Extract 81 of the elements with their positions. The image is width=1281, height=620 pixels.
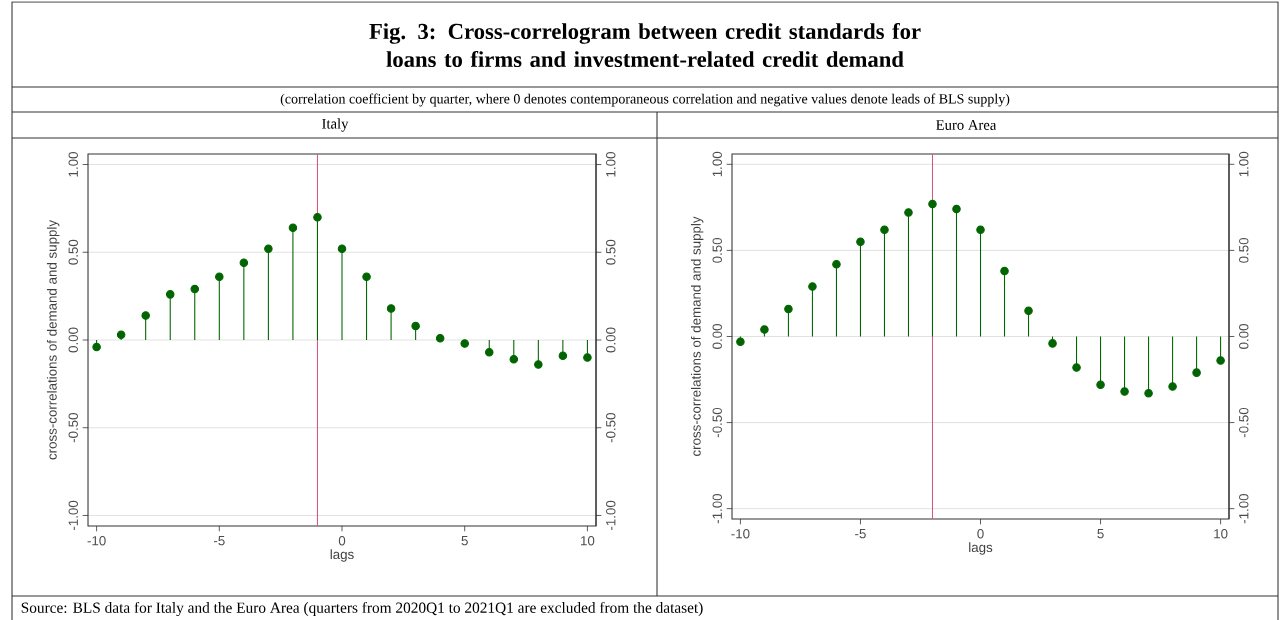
- chart-title: Euro Area: [936, 120, 997, 130]
- point: [760, 325, 769, 334]
- point: [832, 259, 841, 269]
- point: [856, 237, 865, 247]
- x-tick-label: 5: [1097, 529, 1104, 539]
- y-axis-title: cross-correlations of demand and supply: [690, 216, 704, 456]
- point: [1216, 356, 1225, 365]
- y2-tick-label: -0.50: [606, 413, 616, 443]
- y2-tick-label: 0.50: [606, 239, 616, 265]
- point: [313, 212, 322, 222]
- y2-tick-label: 1.00: [1239, 151, 1249, 177]
- point: [928, 199, 937, 209]
- point: [976, 225, 985, 235]
- point: [116, 330, 126, 339]
- point: [1144, 389, 1153, 398]
- x-tick-label: -10: [87, 536, 106, 546]
- text: (correlation coefficient by quarter, where 0 denotes contemporaneous correlation and negative values denote leads of BLS supply): [280, 93, 1010, 107]
- chart-title: Italy: [322, 118, 349, 132]
- x-tick-label: -5: [855, 529, 866, 539]
- y-tick-label: 0.00: [68, 327, 78, 353]
- point: [386, 304, 396, 313]
- point: [1048, 339, 1057, 348]
- point: [784, 304, 793, 314]
- y-tick-label: -1.00: [712, 493, 722, 524]
- point: [904, 208, 913, 217]
- point: [460, 339, 469, 348]
- point: [141, 311, 150, 320]
- point: [92, 342, 101, 352]
- point: [952, 204, 961, 214]
- source-note: Source: BLS data for Italy and the Euro Area (quarters from 2020Q1 to 2021Q1 are excluded from the dataset): [21, 601, 703, 617]
- y2-tick-label: 0.00: [606, 327, 616, 353]
- point: [808, 282, 817, 291]
- point: [1096, 380, 1105, 389]
- x-axis-title: lags: [330, 549, 354, 562]
- point: [1000, 266, 1009, 276]
- x-tick-label: 0: [977, 529, 984, 539]
- point: [337, 244, 347, 254]
- point: [1168, 382, 1177, 391]
- caption: Fig. 3: Cross-correlogram between credit standards for loans to firms and investment-related credit demand: [369, 22, 921, 68]
- x-tick-label: -10: [731, 529, 750, 539]
- point: [411, 321, 420, 331]
- point: [288, 223, 298, 232]
- y-axis-title: cross-correlations of demand and supply: [46, 219, 60, 460]
- x-tick-label: 0: [338, 536, 346, 546]
- x-tick-label: 5: [461, 536, 468, 546]
- point: [534, 360, 543, 369]
- point: [583, 353, 592, 362]
- point: [362, 272, 371, 282]
- y-tick-label: 0.00: [712, 324, 722, 349]
- y-tick-label: 0.50: [68, 239, 78, 265]
- y2-tick-label: 0.50: [1239, 237, 1249, 263]
- point: [509, 355, 519, 364]
- y-tick-label: 1.00: [68, 152, 78, 177]
- point: [190, 284, 200, 294]
- point: [880, 225, 889, 235]
- y-tick-label: 1.00: [712, 151, 722, 177]
- x-tick-label: 10: [1214, 529, 1228, 539]
- x-tick-label: 10: [581, 536, 595, 546]
- y-tick-label: -0.50: [712, 407, 722, 438]
- point: [239, 258, 249, 268]
- point: [1072, 363, 1081, 372]
- x-axis-title: lags: [969, 542, 993, 555]
- point: [264, 244, 273, 254]
- point: [736, 337, 745, 346]
- y-tick-label: -1.00: [68, 500, 78, 531]
- point: [165, 290, 175, 299]
- point: [1024, 306, 1033, 315]
- point: [215, 272, 224, 282]
- point: [558, 351, 568, 361]
- point: [1120, 387, 1129, 396]
- x-tick-label: -5: [213, 536, 225, 546]
- point: [484, 348, 494, 357]
- y-tick-label: 0.50: [712, 237, 722, 263]
- y2-tick-label: 1.00: [606, 152, 616, 177]
- point: [1192, 368, 1201, 377]
- y-tick-label: -0.50: [68, 413, 78, 443]
- y2-tick-label: -1.00: [1239, 493, 1249, 524]
- point: [435, 333, 445, 343]
- y2-tick-label: 0.00: [1239, 324, 1249, 349]
- y2-tick-label: -0.50: [1239, 407, 1249, 438]
- y2-tick-label: -1.00: [606, 500, 616, 531]
